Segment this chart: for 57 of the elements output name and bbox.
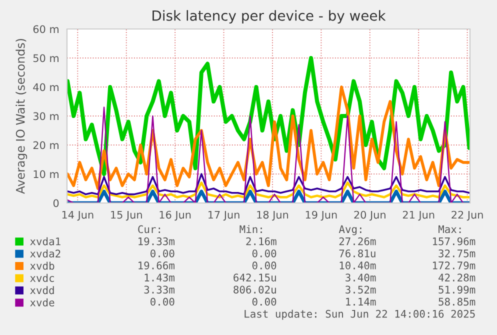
text: 0.00 (150, 298, 174, 306)
text: Max: (438, 225, 461, 234)
x-tick-label: 15 Jun (111, 210, 142, 221)
text: 1.43m (144, 274, 174, 282)
line-series (67, 173, 470, 196)
text: 76.81u (339, 249, 376, 258)
legend-label: xvdd (30, 286, 54, 294)
text: 27.26m (339, 237, 376, 246)
text: Min: (240, 225, 262, 234)
line-series (67, 56, 470, 176)
x-tick-label: 17 Jun (208, 210, 240, 221)
legend-label: xvdc (30, 274, 54, 282)
y-tick-label: 50 m (33, 54, 58, 62)
y-tick-label: 0 (53, 199, 59, 208)
x-tick-label: 20 Jun (354, 210, 386, 221)
text: 0.00 (150, 249, 174, 258)
x-tick-label: 16 Jun (160, 210, 191, 221)
text: 58.85m (438, 298, 476, 306)
legend-label: xvdb (30, 262, 54, 270)
y-tick-label: 10 m (34, 170, 58, 178)
text: 1.14m (346, 298, 376, 306)
y-tick-label: 40 m (33, 83, 58, 92)
text: 3.40m (346, 274, 376, 282)
legend-label: xvda1 (30, 237, 60, 246)
text: 51.99m (438, 286, 476, 294)
y-tick-label: 20 m (33, 141, 58, 150)
text: 172.79m (432, 262, 476, 270)
text: 10.40m (340, 262, 376, 270)
x-tick-label: 19 Jun (306, 210, 337, 221)
text: 42.28m (438, 274, 476, 282)
line-series (67, 182, 470, 198)
x-tick-label: 21 Jun (402, 210, 434, 221)
x-tick-label: 18 Jun (257, 210, 288, 221)
text: 19.33m (138, 237, 174, 246)
x-tick-label: 22 Jun (452, 210, 483, 221)
text: Last update: Sun Jun 22 14:00:16 2025 (244, 310, 475, 320)
text: 157.96m (432, 237, 476, 246)
chart-title: Disk latency per device - by week (152, 10, 386, 24)
text: 2.16m (246, 237, 276, 246)
y-axis-title: Average IO Wait (seconds) (16, 38, 28, 194)
text: 0.00 (252, 262, 276, 270)
legend-label: xvda2 (30, 249, 60, 258)
text: 19.66m (138, 262, 174, 270)
text: 806.02u (234, 286, 276, 294)
y-tick-label: 60 m (33, 25, 58, 34)
text: 0.00 (252, 298, 276, 306)
text: 0.00 (252, 249, 276, 258)
legend-label: xvde (30, 298, 54, 306)
text: 3.52m (346, 286, 376, 294)
text: Cur: (138, 225, 160, 234)
text: 642.15u (234, 274, 276, 282)
y-tick-label: 30 m (33, 112, 58, 120)
x-tick-label: 14 Jun (62, 210, 94, 221)
text: Avg: (338, 225, 362, 236)
text: 32.75m (438, 249, 476, 258)
text: 3.33m (144, 286, 174, 294)
line-series (67, 86, 470, 190)
